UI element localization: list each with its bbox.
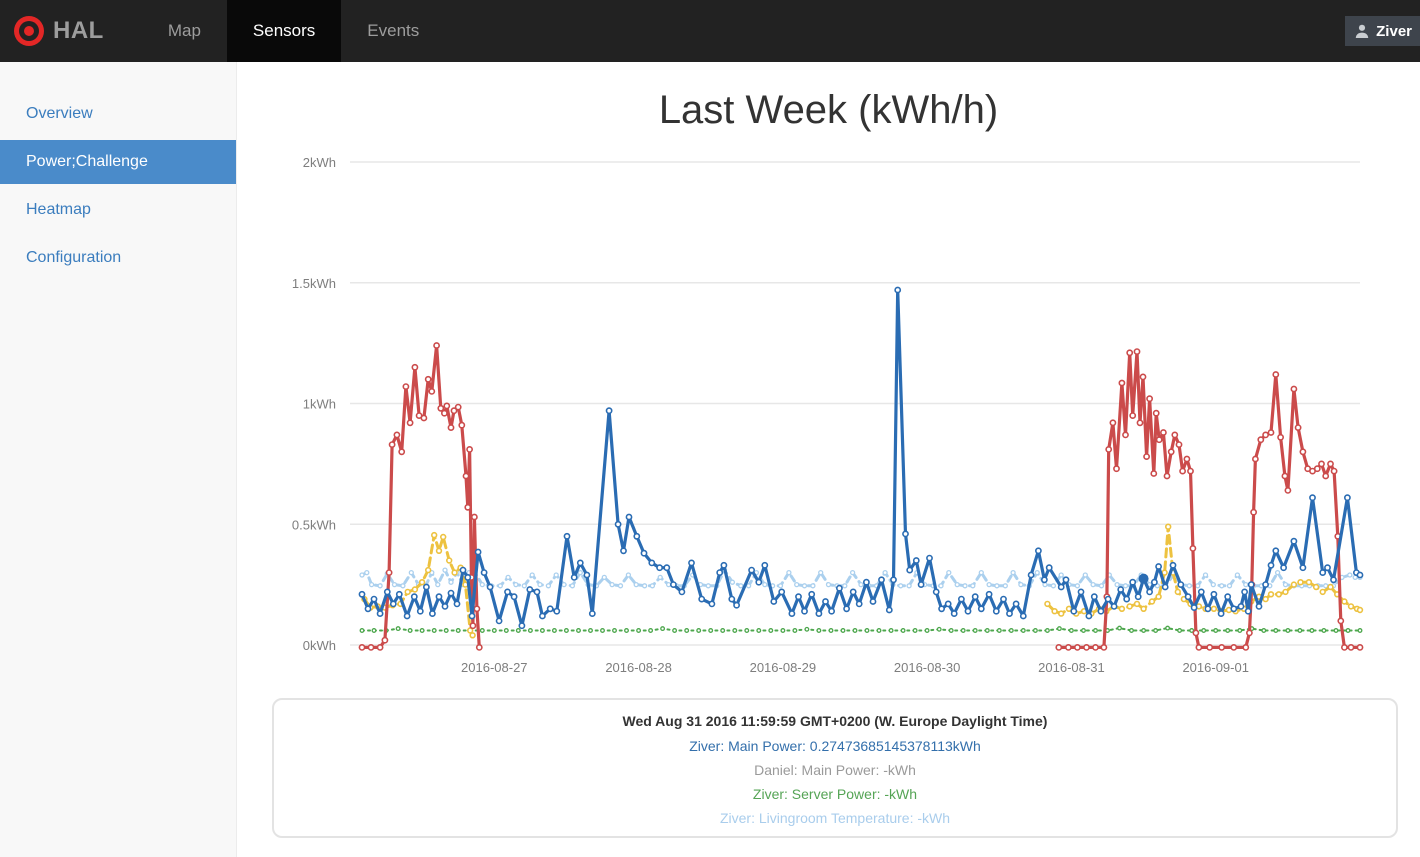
- svg-text:2016-08-27: 2016-08-27: [461, 660, 528, 675]
- top-navbar: HAL Map Sensors Events Ziver: [0, 0, 1420, 62]
- main-content: Last Week (kWh/h) 0kWh 0.5kWh 1kWh 1.5kWh 2k…: [237, 62, 1420, 857]
- readout-line-ziver-livingroom-temperature: Ziver: Livingroom Temperature: -kWh: [719, 810, 951, 826]
- readout-timestamp: Wed Aug 31 2016 11:59:59 GMT+0200 (W. Eu…: [622, 713, 1048, 729]
- svg-text:0.5kWh: 0.5kWh: [292, 517, 336, 532]
- svg-text:2016-08-28: 2016-08-28: [605, 660, 672, 675]
- sidebar-item-overview[interactable]: Overview: [26, 105, 93, 122]
- sidebar-item-configuration[interactable]: Configuration: [26, 249, 122, 266]
- page-title: Last Week (kWh/h): [658, 88, 999, 132]
- chart-readout-panel: Wed Aug 31 2016 11:59:59 GMT+0200 (W. Eu…: [272, 698, 1398, 838]
- user-menu[interactable]: Ziver: [1345, 16, 1420, 46]
- user-name: Ziver: [1376, 22, 1412, 40]
- svg-text:1kWh: 1kWh: [303, 397, 336, 412]
- svg-text:2016-08-31: 2016-08-31: [1038, 660, 1105, 675]
- brand-name: HAL: [53, 17, 104, 44]
- readout-line-daniel-main-power: Daniel: Main Power: -kWh: [754, 762, 916, 778]
- main-nav: Map Sensors Events: [142, 0, 445, 62]
- sidebar-item-power-challenge[interactable]: Power;Challenge: [0, 140, 236, 184]
- nav-tab-events[interactable]: Events: [367, 21, 420, 40]
- user-icon: [1355, 24, 1369, 38]
- readout-line-ziver-main-power: Ziver: Main Power: 0.27473685145378113kW…: [689, 738, 981, 754]
- sidebar: Overview Power;Challenge Heatmap Configu…: [0, 62, 237, 857]
- svg-text:1.5kWh: 1.5kWh: [292, 276, 336, 291]
- readout-line-ziver-server-power: Ziver: Server Power: -kWh: [752, 786, 918, 802]
- target-logo-icon: [14, 16, 44, 46]
- line-chart-canvas[interactable]: 0kWh 0.5kWh 1kWh 1.5kWh 2kWh 2016-08-27 2016-0…: [250, 140, 1400, 696]
- nav-tab-sensors[interactable]: Sensors: [226, 0, 342, 62]
- chart-area: 0kWh 0.5kWh 1kWh 1.5kWh 2kWh 2016-08-27 2016-0…: [237, 140, 1420, 696]
- svg-text:2016-08-29: 2016-08-29: [750, 660, 817, 675]
- svg-text:2kWh: 2kWh: [303, 155, 336, 170]
- sidebar-item-heatmap[interactable]: Heatmap: [26, 201, 91, 218]
- svg-text:0kWh: 0kWh: [303, 638, 336, 653]
- app-logo[interactable]: HAL: [0, 0, 118, 62]
- nav-tab-map[interactable]: Map: [167, 21, 201, 40]
- svg-text:2016-09-01: 2016-09-01: [1182, 660, 1249, 675]
- svg-text:2016-08-30: 2016-08-30: [894, 660, 961, 675]
